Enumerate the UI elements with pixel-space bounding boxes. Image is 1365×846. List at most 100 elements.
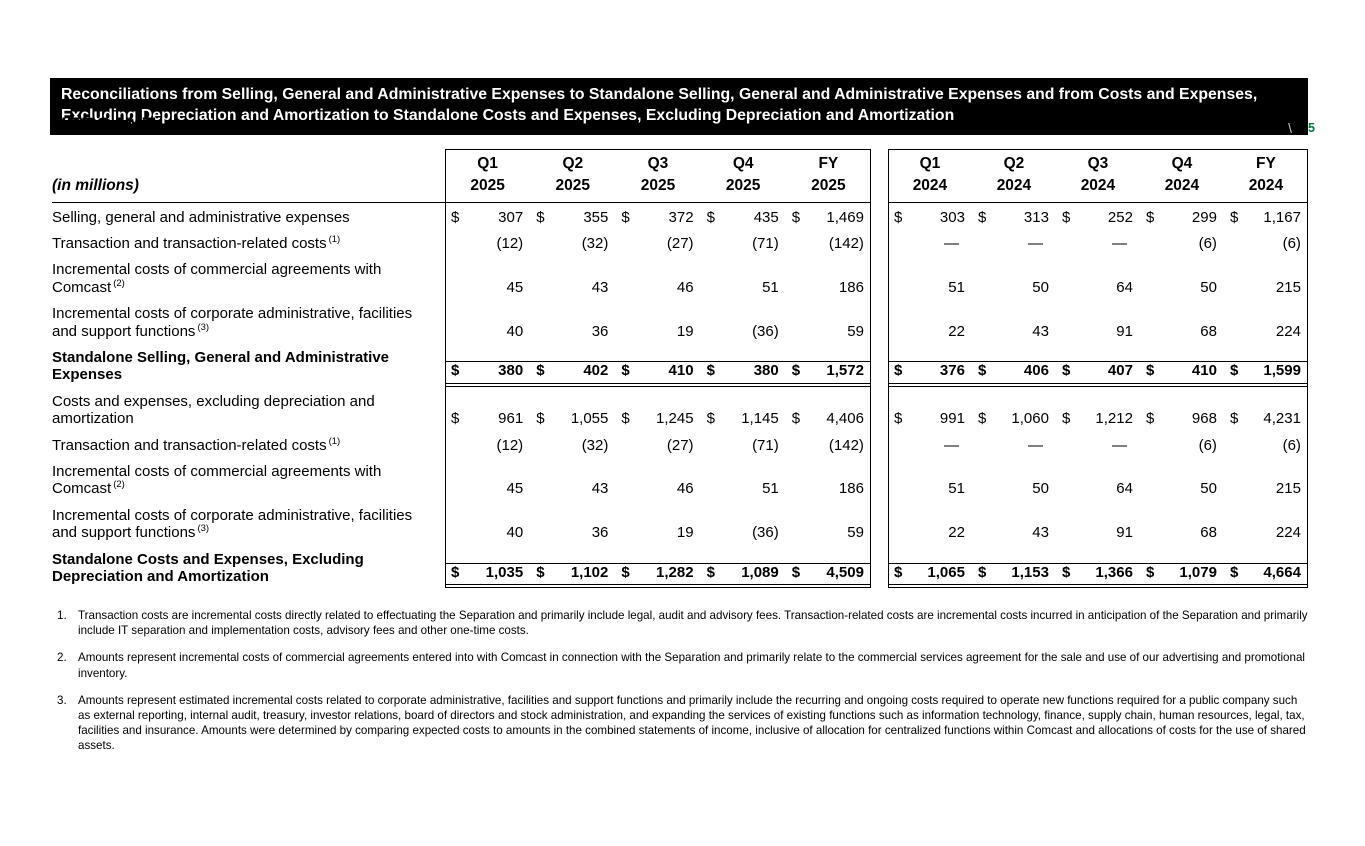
slide-title-banner: Reconciliations from Selling, General an…	[50, 78, 1308, 135]
value-cell: $1,366	[1055, 562, 1140, 589]
value-cell: —	[1056, 437, 1140, 457]
cell-value: 4,664	[1263, 563, 1301, 581]
cell-value: 51	[948, 278, 965, 296]
dollar-sign: $	[1229, 362, 1239, 380]
cell-value: 22	[948, 322, 965, 340]
cell-value: 36	[591, 322, 609, 340]
footnote-marker: (2)	[113, 277, 125, 289]
dollar-sign: $	[1061, 410, 1071, 428]
row-label: Transaction and transaction-related cost…	[52, 229, 445, 255]
cell-value: 19	[676, 524, 694, 542]
value-cell: 43	[972, 323, 1056, 343]
row-label-text: Incremental costs of commercial agreemen…	[52, 462, 382, 498]
quarter-header: FY	[818, 154, 839, 172]
cell-value: 1,572	[826, 362, 864, 380]
footnote-marker: (3)	[197, 321, 210, 333]
cell-value: 45	[506, 480, 524, 498]
cell-value: —	[943, 235, 959, 253]
cell-value: 59	[847, 524, 864, 542]
cell-value: (12)	[496, 436, 524, 454]
value-cell: —	[972, 437, 1056, 457]
year-header: 2025	[700, 175, 786, 203]
page-number: 5	[1308, 121, 1315, 135]
row-label-text: Standalone Costs and Expenses, Excluding…	[52, 550, 364, 585]
value-cell: $1,599	[1223, 361, 1308, 387]
dollar-sign: $	[451, 362, 460, 380]
column-gap	[871, 501, 888, 545]
cell-value: 1,089	[741, 563, 779, 581]
value-cell: (32)	[530, 235, 615, 255]
value-cell: (6)	[1224, 437, 1308, 457]
value-cell: 22	[888, 524, 972, 544]
value-cell: $991	[888, 410, 972, 430]
cell-value: 372	[668, 208, 694, 226]
value-cell: $1,245	[615, 410, 700, 430]
value-cell: $4,509	[785, 562, 871, 589]
value-cell: $355	[530, 209, 615, 229]
dollar-sign: $	[1061, 208, 1071, 226]
cell-value: 43	[591, 480, 609, 498]
dollar-sign: $	[977, 362, 987, 380]
footnote-number: 3.	[57, 693, 67, 707]
cell-value: 4,509	[826, 563, 864, 581]
cell-value: (36)	[752, 524, 779, 542]
cell-value: 51	[762, 278, 779, 296]
value-cell: $1,065	[887, 562, 972, 589]
value-cell: $1,167	[1224, 209, 1308, 229]
column-gap	[871, 255, 888, 299]
value-cell: $1,089	[700, 562, 786, 589]
cell-value: 36	[591, 524, 609, 542]
column-gap	[871, 457, 888, 501]
footnote-item: 3. Amounts represent estimated incrementa…	[57, 693, 1308, 753]
cell-value: 961	[498, 410, 524, 428]
value-cell: 186	[786, 279, 871, 299]
cell-value: 224	[1275, 524, 1301, 542]
column-gap	[871, 431, 888, 457]
value-cell: $968	[1140, 410, 1224, 430]
cell-value: 215	[1275, 278, 1301, 296]
value-cell: —	[888, 437, 972, 457]
value-cell: 43	[530, 279, 615, 299]
value-cell: (6)	[1224, 235, 1308, 255]
footnote-number: 1.	[57, 609, 67, 623]
dollar-sign: $	[1229, 563, 1239, 581]
value-cell: $407	[1055, 361, 1140, 387]
row-label: Costs and expenses, excluding depreciati…	[52, 387, 445, 431]
cell-value: —	[943, 436, 959, 454]
value-cell: 46	[615, 480, 700, 500]
cell-value: 186	[838, 278, 864, 296]
value-cell: 45	[445, 279, 530, 299]
value-cell: 19	[615, 524, 700, 544]
value-cell: 64	[1056, 279, 1140, 299]
dollar-sign: $	[893, 362, 903, 380]
dollar-sign: $	[536, 410, 545, 428]
dollar-sign: $	[1145, 410, 1155, 428]
value-cell: 40	[445, 323, 530, 343]
cell-value: 91	[1116, 322, 1133, 340]
value-cell: (12)	[445, 235, 530, 255]
value-cell: $1,055	[530, 410, 615, 430]
value-cell: 91	[1056, 524, 1140, 544]
cell-value: 380	[498, 362, 524, 380]
value-cell: $1,212	[1056, 410, 1140, 430]
dollar-sign: $	[977, 563, 987, 581]
cell-value: 40	[506, 524, 524, 542]
footnote-text: Amounts represent estimated incremental …	[78, 693, 1306, 752]
value-cell: $376	[887, 361, 972, 387]
dollar-sign: $	[791, 208, 801, 226]
value-cell: —	[1056, 235, 1140, 255]
value-cell: $1,469	[786, 209, 871, 229]
value-cell: $402	[530, 361, 616, 387]
value-cell: $380	[700, 361, 786, 387]
cell-value: —	[1027, 235, 1043, 253]
year-header: 2024	[971, 175, 1056, 203]
cell-value: 1,245	[656, 410, 694, 428]
dollar-sign: $	[621, 208, 630, 226]
cell-value: 51	[948, 480, 965, 498]
dollar-sign: $	[536, 208, 545, 226]
cell-value: 45	[506, 278, 524, 296]
cell-value: 59	[847, 322, 864, 340]
value-cell: $380	[445, 361, 531, 387]
row-label: Selling, general and administrative expe…	[52, 203, 445, 229]
cell-value: 215	[1275, 480, 1301, 498]
